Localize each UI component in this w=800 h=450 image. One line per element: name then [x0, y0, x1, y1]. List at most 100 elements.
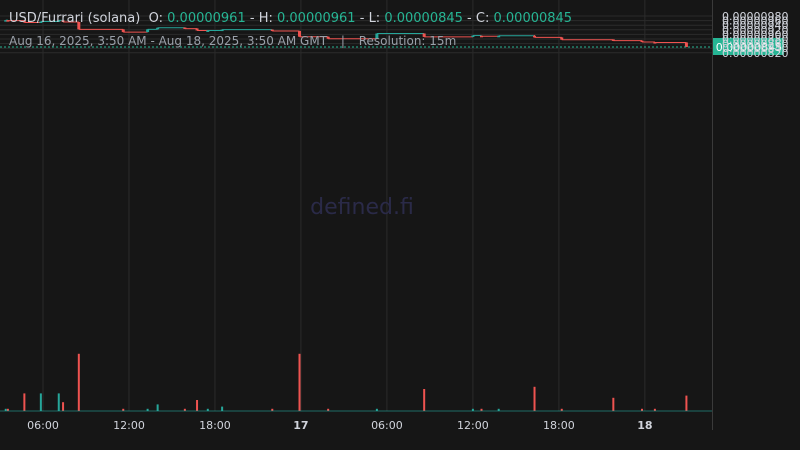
y-tick-label: 0.00000900	[722, 28, 788, 41]
candle[interactable]	[206, 30, 210, 32]
candle[interactable]	[560, 37, 564, 40]
volume-bar	[640, 408, 643, 411]
y-tick-label: 0.00000820	[722, 47, 788, 60]
y-tick-label: 0.00000960	[722, 15, 788, 28]
volume-bar	[271, 408, 274, 411]
volume-bar	[77, 353, 80, 411]
low-label: L:	[368, 11, 381, 26]
candle[interactable]	[422, 33, 426, 37]
candle[interactable]	[121, 29, 125, 33]
candle[interactable]	[146, 29, 150, 33]
low-value: 0.00000845	[384, 11, 463, 26]
volume-bar	[206, 408, 209, 411]
candle[interactable]	[533, 35, 537, 38]
volume-bar	[612, 397, 615, 411]
candle[interactable]	[39, 21, 43, 24]
volume-bar	[156, 404, 159, 411]
candle[interactable]	[640, 40, 644, 43]
volume-bar	[497, 408, 500, 411]
volume-bar	[23, 393, 26, 411]
y-tick-label: 0.00000860	[722, 38, 788, 51]
volume-bar	[57, 393, 60, 411]
candle[interactable]	[479, 35, 483, 38]
high-value: 0.00000961	[277, 11, 356, 26]
x-tick-label: 12:00	[457, 419, 489, 432]
candle[interactable]	[497, 35, 501, 38]
high-label: H:	[258, 11, 273, 26]
candle[interactable]	[22, 20, 26, 23]
x-tick-label: 06:00	[371, 419, 403, 432]
volume-bar	[122, 408, 125, 411]
volume-bar	[471, 408, 474, 411]
candle[interactable]	[326, 36, 330, 39]
resolution: Resolution: 15m	[358, 34, 457, 48]
candle[interactable]	[77, 21, 81, 30]
x-tick-label: 18:00	[199, 419, 231, 432]
volume-bar	[221, 406, 224, 411]
y-tick-label: 0.00000940	[722, 19, 788, 32]
close-value: 0.00000845	[493, 11, 573, 26]
pair-name: USD/Furrari (solana)	[9, 11, 141, 26]
last-price-line: 0.00000845	[0, 38, 784, 56]
dash-separator: -	[359, 11, 365, 26]
candle[interactable]	[653, 41, 657, 44]
open-value: 0.00000961	[167, 11, 246, 26]
volume-bar	[423, 389, 426, 411]
date-range: Aug 16, 2025, 3:50 AM - Aug 18, 2025, 3:…	[9, 34, 328, 48]
volume-bar	[653, 408, 656, 411]
volume-bar	[62, 402, 65, 411]
volume-bar	[6, 408, 9, 411]
dash-separator: -	[467, 11, 472, 26]
ohlc-legend: USD/Furrari (solana) O: 0.00000961 - H: …	[9, 11, 572, 26]
candle[interactable]	[471, 35, 475, 38]
volume-bar	[327, 408, 330, 411]
x-tick-label: 18	[637, 419, 652, 432]
candle[interactable]	[298, 30, 302, 37]
price-axis[interactable]: 0.000009800.000009600.000009400.00000920…	[712, 0, 789, 430]
watermark: defined.fi	[310, 195, 414, 220]
y-tick-label: 0.00000880	[722, 33, 788, 46]
close-label: C:	[475, 11, 490, 26]
candle[interactable]	[220, 29, 224, 32]
candle[interactable]	[195, 28, 199, 31]
candle[interactable]	[6, 20, 10, 22]
y-tick-label: 0.00000840	[722, 42, 788, 55]
open-label: O:	[148, 11, 163, 26]
candle[interactable]	[156, 27, 160, 30]
price-badge-label: 0.00000845	[716, 41, 782, 54]
x-tick-label: 18:00	[543, 419, 575, 432]
candle[interactable]	[183, 27, 187, 30]
volume-bar	[298, 353, 301, 411]
range-separator: |	[340, 34, 345, 48]
volume-bar	[39, 393, 42, 411]
x-tick-label: 12:00	[113, 419, 145, 432]
price-badge	[712, 38, 784, 56]
dash-separator: -	[249, 11, 255, 26]
candles[interactable]	[4, 19, 688, 48]
candle[interactable]	[4, 20, 8, 22]
volume-bar	[480, 408, 483, 411]
candle[interactable]	[611, 39, 615, 41]
candle[interactable]	[684, 42, 688, 48]
range-info: Aug 16, 2025, 3:50 AM - Aug 18, 2025, 3:…	[9, 34, 456, 48]
y-tick-label: 0.00000980	[722, 10, 788, 23]
volume-bar	[685, 395, 688, 411]
volume-bar	[375, 408, 378, 411]
candle[interactable]	[375, 33, 379, 39]
candle[interactable]	[270, 29, 274, 32]
volume-bars	[0, 353, 712, 412]
volume-bar	[560, 408, 563, 411]
x-tick-label: 17	[293, 419, 308, 432]
volume-bar	[183, 408, 186, 411]
time-axis[interactable]: 06:00 12:00 18:00 17 06:00 12:00 18:00 18	[27, 419, 652, 432]
volume-bar	[196, 400, 199, 411]
volume-bar	[4, 408, 7, 411]
y-tick-label: 0.00000920	[722, 24, 788, 37]
volume-bar	[146, 408, 149, 411]
x-tick-label: 06:00	[27, 419, 59, 432]
volume-bar	[533, 386, 536, 411]
candle[interactable]	[57, 20, 61, 22]
candle[interactable]	[61, 20, 65, 22]
